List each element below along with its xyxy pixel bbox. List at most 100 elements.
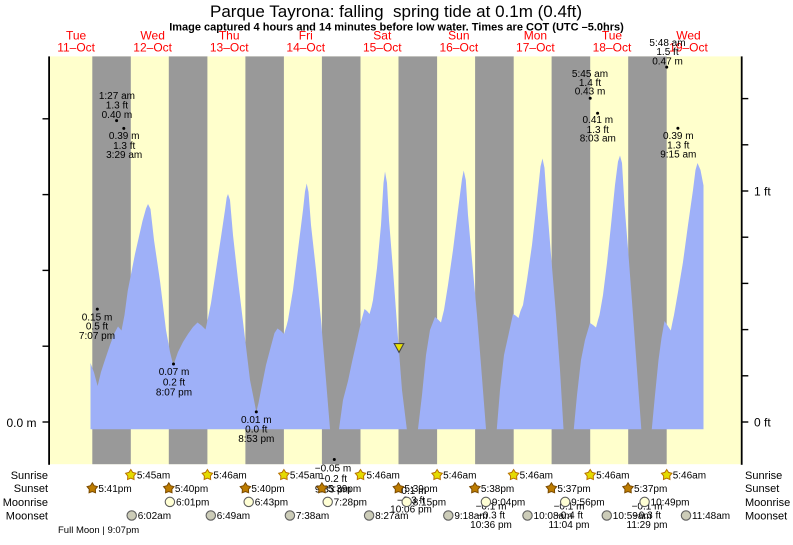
svg-text:0.15 m: 0.15 m: [82, 313, 113, 324]
svg-text:9:18am: 9:18am: [454, 511, 487, 522]
svg-text:Full Moon | 9:07pm: Full Moon | 9:07pm: [58, 525, 139, 536]
svg-text:11:48am: 11:48am: [692, 511, 730, 522]
svg-text:Moonrise: Moonrise: [3, 497, 48, 509]
svg-text:5:40pm: 5:40pm: [251, 484, 284, 495]
svg-text:1.5 ft: 1.5 ft: [656, 47, 678, 58]
svg-text:5:39pm: 5:39pm: [404, 484, 437, 495]
svg-text:Wed: Wed: [140, 29, 164, 43]
svg-text:5:41pm: 5:41pm: [98, 484, 131, 495]
svg-text:8:53 pm: 8:53 pm: [238, 434, 274, 445]
svg-text:9:56pm: 9:56pm: [571, 497, 604, 508]
svg-text:−0.4 ft: −0.4 ft: [555, 511, 583, 522]
svg-text:1 ft: 1 ft: [754, 185, 771, 199]
svg-text:1.3 ft: 1.3 ft: [667, 140, 689, 151]
svg-text:5:48 am: 5:48 am: [649, 38, 685, 49]
svg-text:8:03 am: 8:03 am: [580, 134, 616, 145]
svg-text:5:37pm: 5:37pm: [634, 484, 667, 495]
svg-text:−0.2 ft: −0.2 ft: [319, 474, 347, 485]
svg-text:0.2 ft: 0.2 ft: [163, 378, 185, 389]
svg-text:Sunrise: Sunrise: [11, 470, 48, 482]
svg-text:−0.1 m: −0.1 m: [554, 501, 585, 512]
svg-text:8:27am: 8:27am: [375, 511, 408, 522]
svg-text:0.41 m: 0.41 m: [583, 115, 614, 126]
svg-text:0.0 m: 0.0 m: [6, 416, 36, 430]
svg-text:−0.05 m: −0.05 m: [315, 464, 351, 475]
svg-text:Image captured 4 hours and 14: Image captured 4 hours and 14 minutes be…: [169, 21, 624, 33]
svg-text:8:15pm: 8:15pm: [413, 497, 446, 508]
svg-text:0.07 m: 0.07 m: [159, 367, 190, 378]
svg-text:Fri: Fri: [299, 29, 313, 43]
svg-text:9:15 am: 9:15 am: [660, 150, 696, 161]
svg-text:Sun: Sun: [448, 29, 469, 43]
svg-text:Moonset: Moonset: [6, 510, 48, 522]
svg-text:Sunset: Sunset: [745, 483, 779, 495]
svg-text:5:45am: 5:45am: [137, 471, 170, 482]
svg-text:0.40 m: 0.40 m: [102, 110, 133, 121]
svg-text:5:40pm: 5:40pm: [175, 484, 208, 495]
svg-text:8:07 pm: 8:07 pm: [156, 388, 192, 399]
svg-text:Sat: Sat: [373, 29, 392, 43]
svg-text:7:28pm: 7:28pm: [334, 497, 367, 508]
svg-text:5:46am: 5:46am: [367, 471, 400, 482]
svg-text:11–Oct: 11–Oct: [57, 41, 95, 55]
svg-text:0.0 ft: 0.0 ft: [245, 425, 267, 436]
svg-text:12–Oct: 12–Oct: [133, 41, 172, 55]
svg-text:13–Oct: 13–Oct: [210, 41, 249, 55]
svg-text:5:45am: 5:45am: [290, 471, 323, 482]
svg-text:−0.3 ft: −0.3 ft: [633, 511, 661, 522]
svg-text:1.3 ft: 1.3 ft: [106, 101, 128, 112]
svg-text:6:01pm: 6:01pm: [176, 497, 209, 508]
svg-text:19–Oct: 19–Oct: [669, 41, 708, 55]
svg-text:Wed: Wed: [676, 29, 700, 43]
svg-text:3:29 am: 3:29 am: [106, 150, 142, 161]
svg-text:5:38pm: 5:38pm: [481, 484, 514, 495]
svg-text:7:07 pm: 7:07 pm: [79, 331, 115, 342]
svg-text:0.5 ft: 0.5 ft: [86, 322, 108, 333]
svg-text:6:02am: 6:02am: [138, 511, 171, 522]
svg-text:17–Oct: 17–Oct: [516, 41, 555, 55]
svg-text:10:59am: 10:59am: [613, 511, 652, 522]
svg-text:0 ft: 0 ft: [754, 416, 771, 430]
svg-text:0.01 m: 0.01 m: [241, 415, 272, 426]
svg-text:1:27 am: 1:27 am: [99, 91, 135, 102]
svg-text:−0.1 m: −0.1 m: [632, 501, 663, 512]
svg-text:6:43pm: 6:43pm: [255, 497, 288, 508]
svg-text:11:29 pm: 11:29 pm: [627, 520, 668, 531]
svg-text:Moonset: Moonset: [745, 510, 787, 522]
svg-text:−0.1 m: −0.1 m: [396, 486, 427, 497]
svg-text:10:36 pm: 10:36 pm: [470, 520, 512, 531]
svg-text:5:46am: 5:46am: [443, 471, 476, 482]
svg-text:Moonrise: Moonrise: [745, 497, 790, 509]
svg-text:15–Oct: 15–Oct: [363, 41, 402, 55]
svg-text:18–Oct: 18–Oct: [593, 41, 632, 55]
svg-text:Sunrise: Sunrise: [745, 470, 782, 482]
svg-text:10:08am: 10:08am: [534, 511, 573, 522]
svg-text:Sunset: Sunset: [14, 483, 48, 495]
svg-text:5:46am: 5:46am: [673, 471, 706, 482]
svg-text:14–Oct: 14–Oct: [286, 41, 325, 55]
svg-text:1.3 ft: 1.3 ft: [587, 125, 609, 136]
svg-text:Thu: Thu: [219, 29, 240, 43]
svg-text:9:04pm: 9:04pm: [492, 497, 525, 508]
svg-text:−0.3 ft: −0.3 ft: [477, 511, 505, 522]
svg-text:5:45 am: 5:45 am: [572, 69, 608, 80]
svg-text:16–Oct: 16–Oct: [439, 41, 478, 55]
svg-text:5:46am: 5:46am: [520, 471, 553, 482]
svg-text:0.47 m: 0.47 m: [652, 57, 683, 68]
svg-text:10:49pm: 10:49pm: [651, 497, 690, 508]
svg-text:Parque Tayrona: falling sprin: Parque Tayrona: falling spring tide at 0…: [210, 2, 582, 21]
svg-text:5:37pm: 5:37pm: [557, 484, 590, 495]
svg-text:−0.1 m: −0.1 m: [476, 501, 507, 512]
svg-text:7:38am: 7:38am: [296, 511, 329, 522]
svg-text:10:06 pm: 10:06 pm: [390, 505, 432, 516]
svg-text:0.43 m: 0.43 m: [575, 87, 606, 98]
svg-text:5:46am: 5:46am: [213, 471, 246, 482]
svg-text:11:04 pm: 11:04 pm: [549, 520, 590, 531]
svg-text:Tue: Tue: [66, 29, 87, 43]
svg-text:Tue: Tue: [602, 29, 623, 43]
svg-text:1.3 ft: 1.3 ft: [113, 141, 135, 152]
svg-text:9:33 pm: 9:33 pm: [315, 485, 351, 496]
svg-text:5:39pm: 5:39pm: [328, 484, 361, 495]
svg-text:Mon: Mon: [524, 29, 547, 43]
svg-text:1.4 ft: 1.4 ft: [579, 78, 601, 89]
